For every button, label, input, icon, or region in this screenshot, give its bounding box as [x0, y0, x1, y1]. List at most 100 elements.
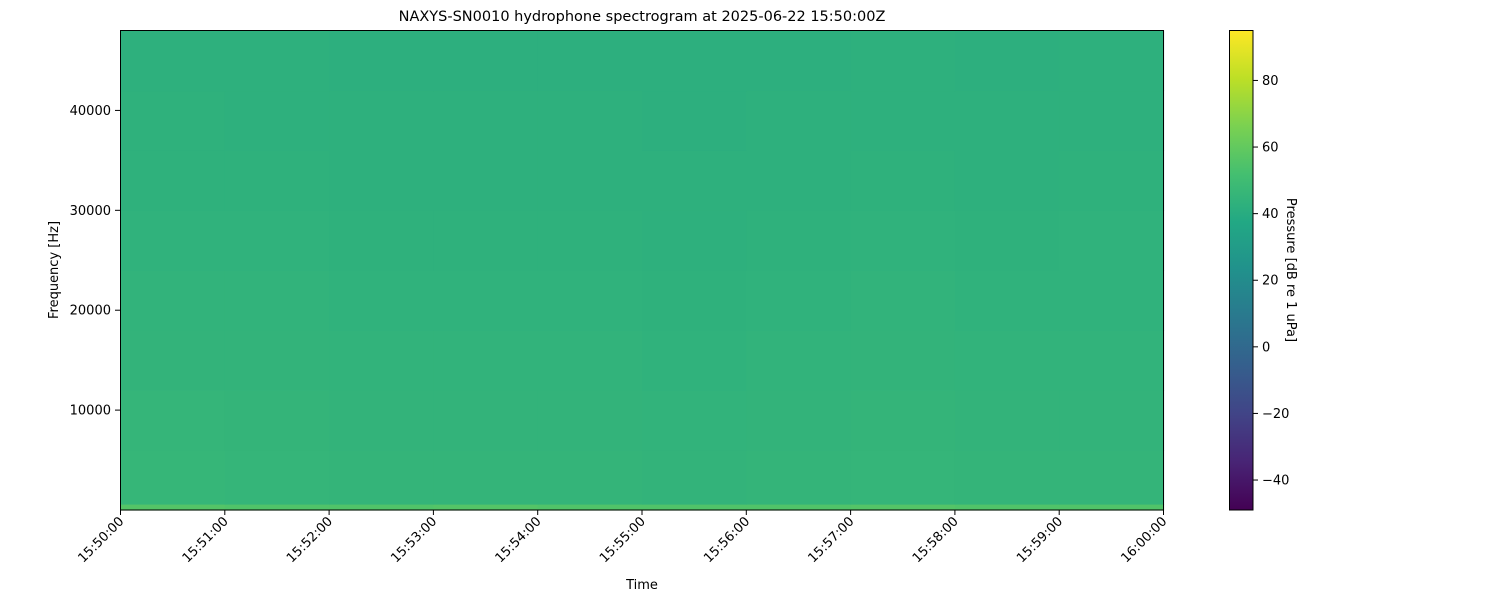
- colorbar-tick-label: −40: [1262, 474, 1289, 489]
- heatmap-cell: [746, 270, 852, 331]
- heatmap-cell: [433, 390, 539, 451]
- heatmap-cell: [954, 450, 1060, 505]
- heatmap-cell: [850, 90, 956, 151]
- y-tick-label: 40000: [70, 104, 111, 119]
- heatmap-cell: [120, 504, 226, 511]
- heatmap-cell: [850, 504, 956, 511]
- heatmap-cell: [1059, 30, 1165, 92]
- colorbar: [1229, 30, 1254, 511]
- y-axis-label: Frequency [Hz]: [47, 221, 62, 319]
- heatmap-cell: [120, 390, 226, 451]
- heatmap-cell: [329, 390, 434, 451]
- colorbar-tick-label: 80: [1262, 74, 1279, 89]
- heatmap-cell: [850, 390, 956, 451]
- heatmap-cell: [120, 330, 226, 391]
- x-tick-label: 15:51:00: [180, 514, 232, 566]
- y-tick-label: 10000: [70, 404, 111, 419]
- heatmap-cell: [224, 210, 330, 271]
- heatmap-cell: [224, 270, 330, 331]
- x-tick-label: 15:56:00: [701, 514, 753, 566]
- heatmap-cell: [642, 450, 747, 505]
- heatmap-cell: [120, 210, 226, 271]
- heatmap-cell: [746, 390, 852, 451]
- heatmap-cell: [746, 30, 852, 92]
- x-tick-label: 15:50:00: [75, 514, 127, 566]
- colorbar-tick-label: 20: [1262, 274, 1279, 289]
- heatmap-cell: [329, 210, 434, 271]
- x-tick-label: 15:57:00: [806, 514, 858, 566]
- heatmap-cell: [433, 150, 539, 211]
- heatmap-cell: [329, 150, 434, 211]
- heatmap-cell: [224, 330, 330, 391]
- x-tick-label: 15:59:00: [1014, 514, 1066, 566]
- heatmap-cell: [954, 210, 1060, 271]
- x-tick-label: 16:00:00: [1118, 514, 1170, 566]
- heatmap-cell: [537, 210, 643, 271]
- heatmap-cell: [329, 270, 434, 331]
- heatmap-cell: [433, 450, 539, 505]
- x-tick-label: 15:52:00: [284, 514, 336, 566]
- heatmap-cell: [746, 450, 852, 505]
- heatmap-cell: [537, 390, 643, 451]
- heatmap-cell: [954, 504, 1060, 511]
- heatmap-cell: [850, 450, 956, 505]
- heatmap-cell: [954, 270, 1060, 331]
- heatmap-cell: [433, 330, 539, 391]
- heatmap-cell: [642, 270, 747, 331]
- colorbar-ticks: −40 −20 0 20 40 60 80: [1253, 74, 1289, 489]
- heatmap-cell: [224, 90, 330, 151]
- heatmap-cell: [224, 390, 330, 451]
- heatmap-cell: [954, 390, 1060, 451]
- heatmap-cell: [224, 450, 330, 505]
- heatmap-cell: [433, 504, 539, 511]
- heatmap-cell: [329, 450, 434, 505]
- heatmap-cell: [1059, 270, 1165, 331]
- colorbar-tick-label: 0: [1262, 340, 1270, 355]
- heatmap-cell: [954, 150, 1060, 211]
- heatmap-cell: [537, 270, 643, 331]
- colorbar-tick-label: 40: [1262, 207, 1279, 222]
- heatmap-cell: [120, 150, 226, 211]
- heatmap-cell: [433, 30, 539, 92]
- heatmap-cell: [642, 150, 747, 211]
- heatmap-cells: [120, 30, 1165, 511]
- x-axis-label: Time: [625, 578, 658, 593]
- heatmap-cell: [1059, 330, 1165, 391]
- heatmap-cell: [642, 390, 747, 451]
- heatmap-cell: [329, 504, 434, 511]
- heatmap-cell: [224, 30, 330, 92]
- y-axis-ticks: 10000 20000 30000 40000: [70, 104, 121, 419]
- heatmap-cell: [224, 504, 330, 511]
- x-axis-ticks: 15:50:00 15:51:00 15:52:00 15:53:00 15:54:00…: [75, 510, 1170, 566]
- heatmap-cell: [1059, 150, 1165, 211]
- heatmap-cell: [850, 210, 956, 271]
- colorbar-tick-label: −20: [1262, 407, 1289, 422]
- heatmap-cell: [329, 90, 434, 151]
- heatmap-cell: [746, 210, 852, 271]
- y-tick-label: 20000: [70, 304, 111, 319]
- heatmap-cell: [954, 90, 1060, 151]
- heatmap-cell: [954, 330, 1060, 391]
- heatmap-cell: [746, 90, 852, 151]
- x-tick-label: 15:53:00: [388, 514, 440, 566]
- heatmap-cell: [224, 150, 330, 211]
- heatmap-cell: [642, 330, 747, 391]
- heatmap-cell: [329, 30, 434, 92]
- heatmap-cell: [433, 270, 539, 331]
- heatmap-cell: [642, 90, 747, 151]
- heatmap-cell: [433, 210, 539, 271]
- heatmap-cell: [433, 90, 539, 151]
- x-tick-label: 15:58:00: [910, 514, 962, 566]
- heatmap-cell: [1059, 210, 1165, 271]
- heatmap-cell: [120, 30, 226, 92]
- heatmap-cell: [537, 150, 643, 211]
- heatmap-cell: [120, 270, 226, 331]
- heatmap-cell: [850, 270, 956, 331]
- heatmap-cell: [1059, 450, 1165, 505]
- heatmap-cell: [329, 330, 434, 391]
- heatmap-cell: [954, 30, 1060, 92]
- y-tick-label: 30000: [70, 204, 111, 219]
- heatmap-cell: [1059, 504, 1165, 511]
- heatmap-cell: [537, 450, 643, 505]
- heatmap-cell: [746, 150, 852, 211]
